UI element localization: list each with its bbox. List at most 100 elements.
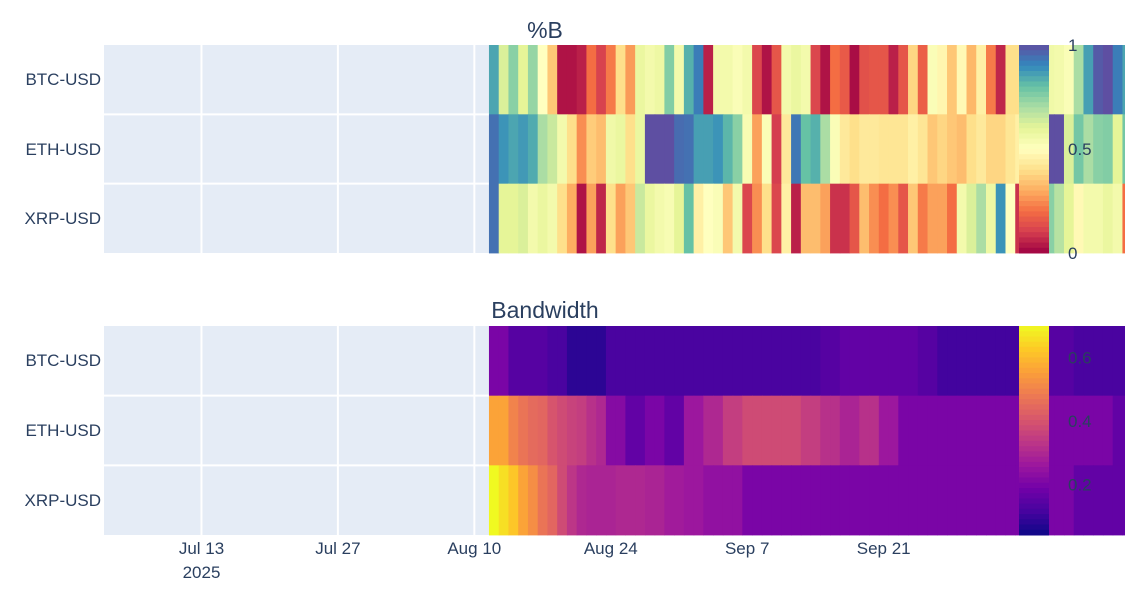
- heatmap-cell: [732, 395, 743, 466]
- x-tick-label: Aug 24: [584, 539, 638, 558]
- heatmap-cell: [761, 114, 773, 185]
- heatmap-cell: [849, 395, 860, 466]
- y-tick-label: BTC-USD: [25, 70, 101, 89]
- heatmap-cell: [537, 114, 549, 185]
- heatmap-cell: [537, 326, 549, 397]
- heatmap-cell: [761, 183, 773, 254]
- colorbar-segment: [1019, 388, 1049, 395]
- heatmap-cell: [527, 326, 539, 397]
- heatmap-cell: [752, 183, 763, 254]
- heatmap-cell: [654, 326, 665, 397]
- heatmap-cell: [830, 326, 841, 397]
- heatmap-cell: [927, 395, 938, 466]
- heatmap-cell: [703, 114, 714, 185]
- heatmap-cell: [635, 465, 646, 536]
- heatmap-cell: [810, 183, 821, 254]
- heatmap-cell: [791, 183, 802, 254]
- heatmap-cell: [878, 45, 890, 115]
- heatmap-cell: [888, 45, 899, 115]
- colorbar-segment: [1019, 420, 1049, 426]
- heatmap-cell: [713, 183, 724, 254]
- colorbar-segment: [1019, 508, 1049, 515]
- heatmap-cell: [800, 395, 812, 466]
- heatmap-cell: [1005, 45, 1016, 115]
- colorbar-segment: [1019, 91, 1049, 98]
- heatmap-cell: [693, 465, 704, 536]
- colorbar-segment: [1019, 138, 1049, 145]
- heatmap-cell: [800, 326, 812, 397]
- heatmap-cell: [654, 465, 665, 536]
- heatmap-cell: [625, 114, 636, 185]
- heatmap-cell: [781, 326, 792, 397]
- heatmap-cell: [810, 45, 821, 115]
- heatmap-cell: [956, 114, 968, 185]
- heatmap-cell: [859, 395, 870, 466]
- heatmap-cell: [986, 465, 997, 536]
- heatmap-cell: [537, 45, 549, 115]
- heatmap-cell: [771, 114, 782, 185]
- colorbar-segment: [1019, 393, 1049, 400]
- x-tick-label: Sep 7: [725, 539, 769, 558]
- colorbar-segment: [1019, 50, 1049, 56]
- y-tick-label: ETH-USD: [25, 140, 101, 159]
- colorbar-segment: [1019, 477, 1049, 484]
- colorbar-segment: [1019, 383, 1049, 390]
- chart-title: Bandwidth: [491, 297, 598, 323]
- heatmap-cell: [917, 465, 929, 536]
- heatmap-cell: [537, 395, 549, 466]
- colorbar-segment: [1019, 352, 1049, 358]
- heatmap-cell: [956, 45, 968, 115]
- heatmap-cell: [1093, 45, 1104, 115]
- heatmap-cell: [674, 114, 685, 185]
- colorbar-segment: [1019, 164, 1049, 171]
- heatmap-cell: [908, 395, 919, 466]
- heatmap-cell: [986, 114, 997, 185]
- colorbar-segment: [1019, 425, 1049, 431]
- heatmap-cell: [664, 114, 675, 185]
- heatmap-cell: [615, 326, 627, 397]
- heatmap-cell: [1112, 45, 1124, 115]
- heatmap-cell: [732, 45, 743, 115]
- colorbar: [1019, 45, 1049, 254]
- colorbar-segment: [1019, 493, 1049, 499]
- heatmap-cell: [800, 45, 812, 115]
- heatmap-cell: [849, 183, 860, 254]
- heatmap-cell: [849, 465, 860, 536]
- heatmap-cell: [1083, 465, 1094, 536]
- heatmap-cell: [508, 395, 519, 466]
- heatmap-cell: [761, 45, 773, 115]
- heatmap-cell: [498, 45, 510, 115]
- heatmap-cell: [1054, 114, 1065, 185]
- heatmap-cell: [693, 395, 704, 466]
- heatmap-cell: [859, 114, 870, 185]
- heatmap-cell: [586, 395, 597, 466]
- colorbar-segment: [1019, 461, 1049, 468]
- heatmap-cell: [596, 326, 607, 397]
- colorbar-segment: [1019, 128, 1049, 134]
- heatmap-cell: [1044, 183, 1055, 254]
- heatmap-cell: [488, 465, 500, 536]
- heatmap-cell: [908, 183, 919, 254]
- colorbar-segment: [1019, 482, 1049, 489]
- heatmap-cell: [1005, 395, 1016, 466]
- heatmap-cell: [576, 45, 588, 115]
- heatmap-cell: [527, 465, 539, 536]
- heatmap-cell: [703, 395, 714, 466]
- heatmap-cell: [557, 395, 568, 466]
- heatmap-cell: [869, 395, 880, 466]
- heatmap-cell: [1112, 395, 1124, 466]
- heatmap-cell: [693, 183, 704, 254]
- percent-b-heatmap-panel: %B BTC-USD ETH-USD XRP-USD 00.51: [24, 17, 1125, 263]
- colorbar-segment: [1019, 190, 1049, 197]
- heatmap-cell: [615, 114, 627, 185]
- heatmap-cell: [742, 114, 753, 185]
- heatmap-cell: [947, 114, 958, 185]
- heatmap-cell: [713, 395, 724, 466]
- heatmap-cell: [927, 114, 938, 185]
- heatmap-cell: [839, 395, 851, 466]
- heatmap-cell: [683, 395, 695, 466]
- heatmap-cell: [1063, 183, 1075, 254]
- heatmap-cell: [713, 114, 724, 185]
- heatmap-cell: [1102, 183, 1114, 254]
